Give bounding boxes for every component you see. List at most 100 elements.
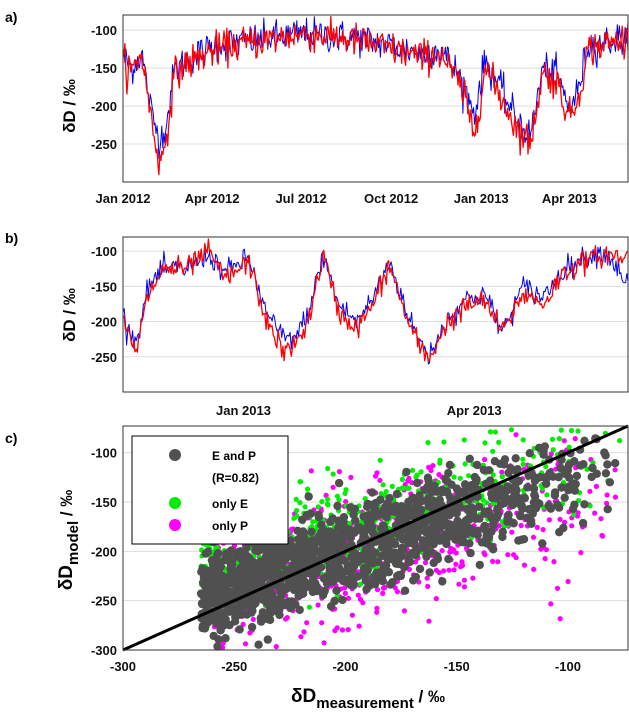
data-point xyxy=(548,451,554,457)
data-point xyxy=(430,524,439,533)
data-point xyxy=(334,478,344,488)
data-point xyxy=(401,608,407,614)
data-point xyxy=(208,613,217,622)
data-point xyxy=(315,504,321,510)
data-point xyxy=(539,450,548,459)
data-point xyxy=(557,516,563,522)
data-point xyxy=(305,486,311,492)
data-point xyxy=(505,552,511,558)
data-point xyxy=(561,438,567,444)
data-point xyxy=(402,467,411,477)
data-point xyxy=(346,503,355,512)
data-point xyxy=(399,476,405,483)
data-point xyxy=(345,595,352,601)
data-point xyxy=(493,510,503,519)
x-tick-label: -200 xyxy=(332,659,358,674)
data-point xyxy=(283,616,289,622)
panel-b-frame xyxy=(122,236,629,393)
data-point xyxy=(269,547,278,557)
data-point xyxy=(462,461,468,467)
data-point xyxy=(320,586,329,596)
data-point xyxy=(246,600,255,610)
data-point xyxy=(490,501,496,507)
y-tick-label: -300 xyxy=(91,643,117,658)
data-point xyxy=(301,629,307,635)
data-point xyxy=(306,509,315,518)
y-tick-label: -200 xyxy=(91,315,117,330)
panel-c: c) -300-250-200-150-100-300 -250 -200 -150-… xyxy=(5,424,629,712)
data-point xyxy=(298,515,307,524)
data-point xyxy=(374,587,381,593)
panel-c-xlabel-sub: measurement xyxy=(316,695,414,712)
data-point xyxy=(379,506,388,515)
data-point xyxy=(601,469,611,478)
data-point xyxy=(295,551,305,561)
data-point xyxy=(451,567,457,573)
data-point xyxy=(499,469,505,475)
data-point xyxy=(487,429,494,435)
data-point xyxy=(551,559,557,565)
y-tick-label: -150 xyxy=(91,495,117,510)
data-point xyxy=(357,596,364,603)
data-point xyxy=(487,489,496,499)
data-point xyxy=(578,518,588,528)
data-point xyxy=(250,616,256,623)
data-point xyxy=(425,583,431,590)
data-point xyxy=(466,473,472,479)
data-point xyxy=(482,456,488,463)
data-point xyxy=(520,461,526,467)
data-point xyxy=(343,499,349,505)
data-point xyxy=(201,549,210,558)
data-point xyxy=(207,556,217,565)
data-point xyxy=(538,539,547,548)
data-point xyxy=(423,473,433,482)
data-point xyxy=(294,507,300,514)
data-point xyxy=(545,468,555,478)
legend-label-only-p: only P xyxy=(212,519,248,533)
data-point xyxy=(430,481,439,491)
data-point xyxy=(397,503,406,512)
data-point xyxy=(490,558,496,565)
data-point xyxy=(204,573,213,582)
data-point xyxy=(520,493,529,502)
data-point xyxy=(319,620,325,626)
one-to-one-line xyxy=(122,424,629,652)
data-point xyxy=(338,595,347,605)
panel-b-lines xyxy=(122,238,629,365)
data-point xyxy=(490,472,496,478)
data-point xyxy=(508,501,517,510)
data-point xyxy=(366,546,375,555)
data-point xyxy=(349,559,358,568)
data-point xyxy=(603,460,612,469)
x-tick-label: -250 xyxy=(221,659,247,674)
data-point xyxy=(247,622,257,632)
data-point xyxy=(306,540,316,550)
data-point xyxy=(390,555,399,564)
data-point xyxy=(330,484,336,490)
data-point xyxy=(496,439,502,445)
data-point xyxy=(461,584,468,590)
data-point xyxy=(371,512,380,521)
data-point xyxy=(284,543,293,552)
data-point xyxy=(498,527,507,536)
data-point xyxy=(564,460,574,469)
data-point xyxy=(406,485,412,491)
panel-label-c: c) xyxy=(5,430,17,446)
data-point xyxy=(314,510,323,520)
panel-b: b) δD / ‰ -100 -150 -200 -250 Jan 2013 Apr 20… xyxy=(5,230,629,418)
panel-c-ylabel: δDmodel / ‰ xyxy=(56,490,82,591)
data-point xyxy=(562,519,568,526)
data-point xyxy=(233,572,242,581)
data-point xyxy=(453,561,459,567)
x-tick-label: Oct 2012 xyxy=(364,191,418,206)
data-point xyxy=(433,596,439,602)
data-point xyxy=(412,559,419,565)
data-point xyxy=(222,549,231,558)
data-point xyxy=(437,520,447,529)
data-point xyxy=(428,533,437,543)
legend-marker-only-p xyxy=(169,519,181,531)
data-point xyxy=(330,471,336,477)
data-point xyxy=(266,608,276,617)
data-point xyxy=(303,552,313,561)
